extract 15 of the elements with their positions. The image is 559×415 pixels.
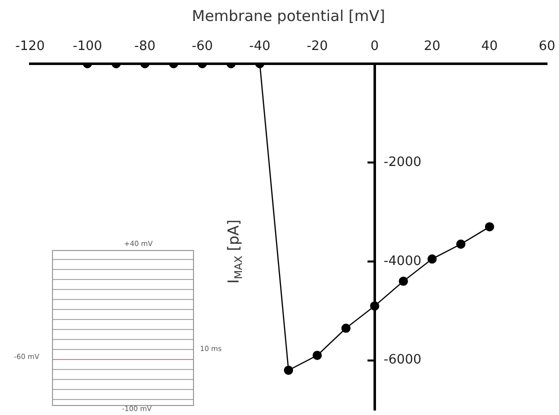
y-tick-label: -4000 (384, 254, 422, 269)
y-tick-label: -2000 (384, 154, 422, 170)
x-tick-label: 40 (481, 39, 498, 54)
y-axis-title: IMAX [pA] (224, 219, 245, 284)
x-tick-label: 20 (424, 39, 440, 54)
x-tick-label: -80 (134, 39, 156, 54)
x-tick-label: -40 (249, 39, 270, 54)
x-tick-label: -20 (306, 39, 328, 54)
x-tick-label: 60 (538, 39, 556, 54)
x-tick-label: -100 (72, 39, 102, 54)
x-tick-label: -60 (192, 39, 213, 54)
y-tick-label: -6000 (384, 352, 422, 368)
x-axis-title: Membrane potential [mV] (192, 6, 386, 25)
x-tick-label: 0 (370, 39, 379, 54)
x-tick-label: -120 (15, 39, 45, 54)
